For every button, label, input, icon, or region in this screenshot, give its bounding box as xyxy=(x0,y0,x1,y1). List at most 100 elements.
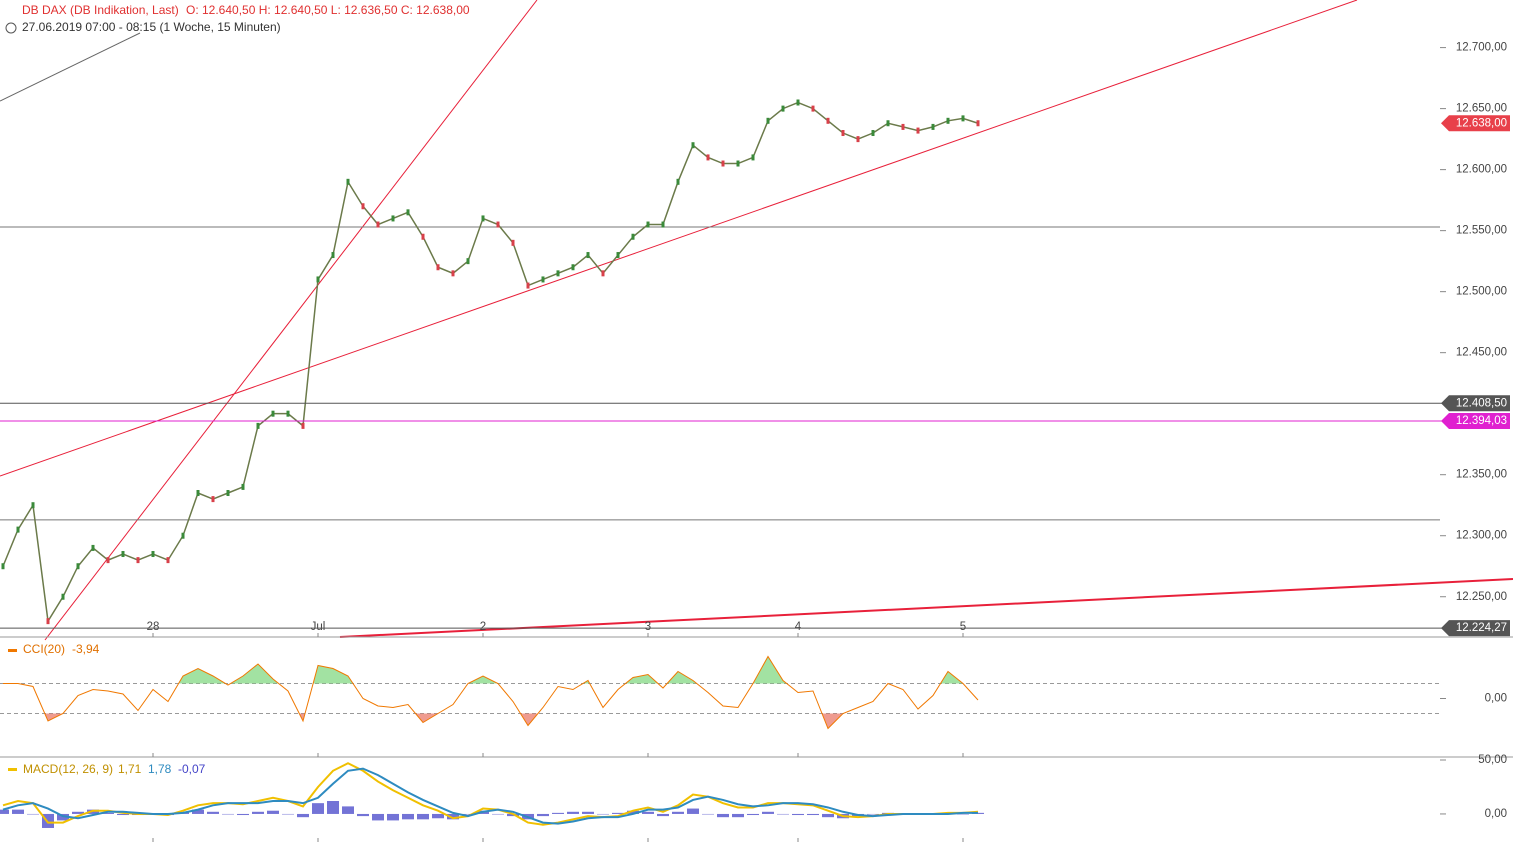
histogram-bar xyxy=(27,813,39,815)
histogram-bar xyxy=(867,813,879,815)
candle xyxy=(646,221,650,228)
candle xyxy=(451,270,455,277)
histogram-bar xyxy=(252,811,264,814)
indicator-value: 1,71 xyxy=(118,762,142,776)
price-marker-label: 12.394,03 xyxy=(1456,415,1507,427)
histogram-bar xyxy=(552,812,564,814)
candle xyxy=(601,270,605,277)
candle xyxy=(106,557,110,564)
candle xyxy=(706,154,710,161)
histogram-bar xyxy=(312,803,324,814)
candle xyxy=(961,115,965,122)
candle xyxy=(871,130,875,137)
subtitle: 27.06.2019 07:00 - 08:15 (1 Woche, 15 Mi… xyxy=(22,20,281,34)
ohlc: O: 12.640,50 H: 12.640,50 L: 12.636,50 C… xyxy=(186,3,470,17)
histogram-bar xyxy=(207,811,219,814)
price-marker xyxy=(1441,115,1510,132)
y-tick-label: 12.350,00 xyxy=(1456,469,1507,481)
candle xyxy=(406,209,410,216)
histogram-bar xyxy=(447,813,459,820)
histogram-bar xyxy=(657,813,669,817)
candle xyxy=(616,252,620,259)
histogram-bar xyxy=(402,813,414,820)
histogram-bar xyxy=(327,801,339,814)
candle xyxy=(61,593,65,600)
price-marker xyxy=(1441,620,1510,637)
price-marker xyxy=(1441,412,1510,429)
histogram-bar xyxy=(822,813,834,818)
candle xyxy=(901,123,905,130)
histogram-bar xyxy=(297,813,309,818)
histogram-bar xyxy=(777,813,789,815)
candle xyxy=(526,282,530,289)
candle xyxy=(556,270,560,277)
histogram-bar xyxy=(387,813,399,821)
x-tick-label: 3 xyxy=(645,621,651,633)
candle xyxy=(331,252,335,259)
histogram-bar xyxy=(957,813,969,815)
candle xyxy=(736,160,740,167)
candle xyxy=(466,258,470,265)
candle xyxy=(811,105,815,112)
histogram-bar xyxy=(567,811,579,814)
candle xyxy=(631,233,635,240)
histogram-bar xyxy=(282,813,294,815)
candle xyxy=(916,127,920,134)
candle xyxy=(586,252,590,259)
histogram-bar xyxy=(762,811,774,814)
candle xyxy=(676,178,680,185)
histogram-bar xyxy=(267,810,279,814)
candle xyxy=(841,130,845,137)
candle xyxy=(91,544,95,551)
x-tick-label: 28 xyxy=(147,621,160,633)
candle xyxy=(886,120,890,127)
candle xyxy=(421,233,425,240)
candle xyxy=(76,563,80,570)
candle xyxy=(316,276,320,283)
candle xyxy=(436,264,440,271)
histogram-bar xyxy=(342,806,354,814)
price-marker xyxy=(1441,395,1510,412)
candle xyxy=(271,410,275,417)
candle xyxy=(976,120,980,127)
candle xyxy=(241,483,245,490)
candle xyxy=(496,221,500,228)
histogram-bar xyxy=(0,809,9,814)
price-line xyxy=(2,101,979,624)
candle xyxy=(196,490,200,497)
histogram-bar xyxy=(537,813,549,817)
y-tick-label: 12.250,00 xyxy=(1456,591,1507,603)
y-tick-label: 0,00 xyxy=(1485,808,1507,820)
candle xyxy=(571,264,575,271)
histogram-bar xyxy=(492,813,504,815)
cci-overbought xyxy=(3,656,978,684)
candle xyxy=(286,410,290,417)
histogram-bar xyxy=(597,813,609,815)
histogram-bar xyxy=(12,809,24,814)
candle xyxy=(121,551,125,558)
candle xyxy=(931,123,935,130)
y-tick-label: 12.550,00 xyxy=(1456,225,1507,237)
candle xyxy=(481,215,485,222)
candle xyxy=(721,160,725,167)
x-tick-label: 2 xyxy=(480,621,486,633)
candle xyxy=(751,154,755,161)
candle xyxy=(166,557,170,564)
histogram-bar xyxy=(612,812,624,814)
histogram-bar xyxy=(117,813,129,816)
candle xyxy=(1,563,5,570)
trend-line xyxy=(0,0,1358,477)
candle xyxy=(136,557,140,564)
clock-icon xyxy=(5,22,17,34)
candle xyxy=(946,117,950,124)
candle xyxy=(781,105,785,112)
histogram-bar xyxy=(87,809,99,814)
histogram-bar xyxy=(702,813,714,815)
candle xyxy=(46,618,50,625)
y-tick-label: 0,00 xyxy=(1485,693,1507,705)
histogram-bar xyxy=(687,808,699,814)
trend-line xyxy=(44,0,538,641)
y-tick-label: 12.300,00 xyxy=(1456,530,1507,542)
price-marker-label: 12.408,50 xyxy=(1456,397,1507,409)
